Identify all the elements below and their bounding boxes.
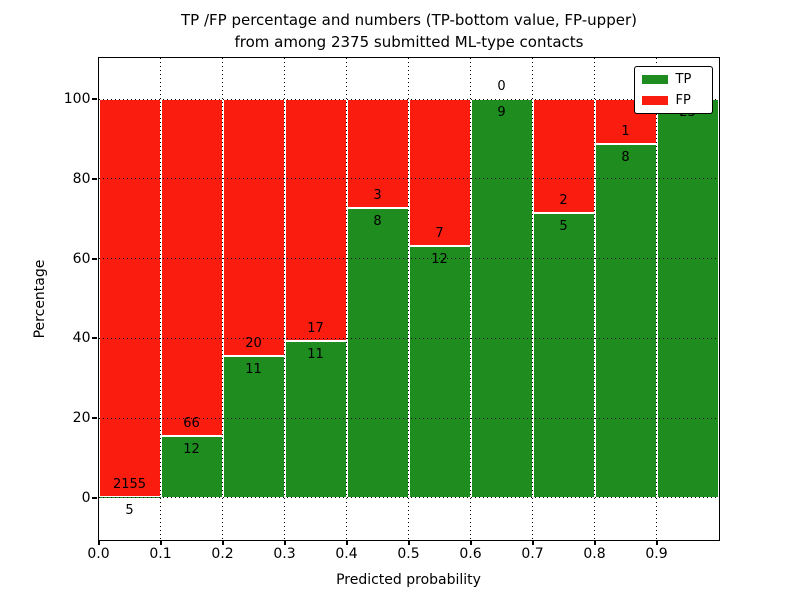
plot-area: Percentage Predicted probability TP FP 2…	[32, 56, 720, 588]
x-tick-mark	[97, 539, 100, 545]
fp-bar-segment	[222, 99, 285, 357]
y-tick-mark	[92, 337, 97, 340]
fp-count-label: 20	[245, 336, 262, 352]
fp-bar-segment	[408, 99, 471, 247]
fp-bar-segment	[346, 99, 409, 208]
x-tick-mark	[345, 539, 348, 545]
gridline-vertical	[284, 57, 285, 540]
gridline-vertical	[346, 57, 347, 540]
x-tick-mark	[655, 539, 658, 545]
fp-count-label: 2	[559, 193, 568, 209]
x-tick-label: 0.3	[273, 545, 296, 562]
tp-legend-label: TP	[675, 71, 692, 87]
fp-count-label: 17	[307, 321, 324, 337]
fp-count-label: 2155	[112, 476, 147, 492]
fp-bar-segment	[284, 99, 347, 342]
tp-count-label: 8	[621, 149, 630, 165]
x-axis-label: Predicted probability	[336, 571, 481, 588]
x-tick-label: 0.1	[149, 545, 172, 562]
tp-bar-segment	[656, 99, 719, 498]
x-tick-label: 0.8	[583, 545, 606, 562]
chart-title-line-1: TP /FP percentage and numbers (TP-bottom…	[181, 11, 637, 29]
tp-count-label: 12	[183, 442, 200, 458]
x-tick-mark	[159, 539, 162, 545]
gridline-vertical	[408, 57, 409, 540]
x-tick-label: 0.6	[459, 545, 482, 562]
gridline-horizontal	[98, 258, 719, 260]
y-tick-label: 40	[72, 330, 91, 347]
x-tick-mark	[469, 539, 472, 545]
tp-bar-segment	[222, 356, 285, 498]
chart-title: TP /FP percentage and numbers (TP-bottom…	[99, 9, 719, 53]
y-tick-label: 100	[63, 91, 91, 108]
tp-bar-segment	[532, 213, 595, 498]
y-tick-label: 0	[81, 489, 91, 506]
y-tick-mark	[92, 177, 97, 180]
legend-entry-tp: TP	[641, 71, 704, 87]
fp-count-label: 1	[621, 123, 630, 139]
x-tick-mark	[221, 539, 224, 545]
y-axis-label: Percentage	[31, 259, 48, 338]
tp-count-label: 11	[307, 347, 324, 363]
legend: TP FP	[633, 65, 713, 114]
y-tick-mark	[92, 417, 97, 419]
fp-count-label: 7	[435, 226, 444, 242]
x-tick-label: 0.0	[87, 545, 110, 562]
tp-bar-segment	[284, 341, 347, 498]
gridline-horizontal	[98, 178, 719, 180]
y-tick-label: 60	[72, 250, 91, 267]
gridline-vertical	[470, 57, 471, 540]
x-tick-mark	[407, 539, 410, 545]
y-tick-mark	[92, 257, 97, 260]
y-tick-mark	[92, 496, 97, 499]
tp-bar-segment	[594, 143, 657, 498]
fp-count-label: 0	[497, 79, 506, 95]
gridline-vertical	[594, 57, 595, 540]
tp-bar-segment	[160, 436, 223, 498]
fp-bar-segment	[160, 99, 223, 437]
x-tick-label: 0.9	[645, 545, 668, 562]
fp-legend-label: FP	[675, 92, 691, 108]
tp-bar-segment	[346, 207, 409, 498]
gridline-vertical	[222, 57, 223, 540]
fp-bar-segment	[98, 99, 161, 497]
x-tick-mark	[283, 539, 286, 545]
gridline-horizontal	[98, 497, 719, 499]
gridline-horizontal	[98, 417, 719, 419]
gridline-vertical	[160, 57, 161, 540]
x-tick-label: 0.7	[521, 545, 544, 562]
legend-entry-fp: FP	[641, 92, 704, 108]
fp-count-label: 3	[373, 187, 382, 203]
x-tick-label: 0.4	[335, 545, 358, 562]
tp-count-label: 8	[373, 213, 382, 229]
tp-count-label: 5	[559, 219, 568, 235]
tp-bar-segment	[470, 99, 533, 498]
gridline-horizontal	[98, 337, 719, 339]
tp-legend-swatch-icon	[641, 74, 668, 84]
fp-count-label: 66	[183, 416, 200, 432]
x-tick-mark	[531, 539, 534, 545]
x-tick-mark	[593, 539, 596, 545]
tp-count-label: 9	[497, 105, 506, 121]
fp-legend-swatch-icon	[641, 95, 668, 105]
tp-count-label: 12	[431, 252, 448, 268]
tp-bar-segment	[408, 246, 471, 498]
chart-title-line-2: from among 2375 submitted ML-type contac…	[234, 33, 584, 51]
gridline-horizontal	[98, 98, 719, 100]
gridline-vertical	[532, 57, 533, 540]
tp-count-label: 11	[245, 362, 262, 378]
y-tick-label: 20	[72, 410, 91, 426]
tp-count-label: 5	[125, 502, 134, 518]
y-tick-mark	[92, 98, 97, 101]
x-tick-label: 0.5	[397, 545, 420, 562]
x-tick-label: 0.2	[211, 545, 234, 562]
y-tick-label: 80	[72, 170, 91, 187]
gridline-vertical	[656, 57, 657, 540]
